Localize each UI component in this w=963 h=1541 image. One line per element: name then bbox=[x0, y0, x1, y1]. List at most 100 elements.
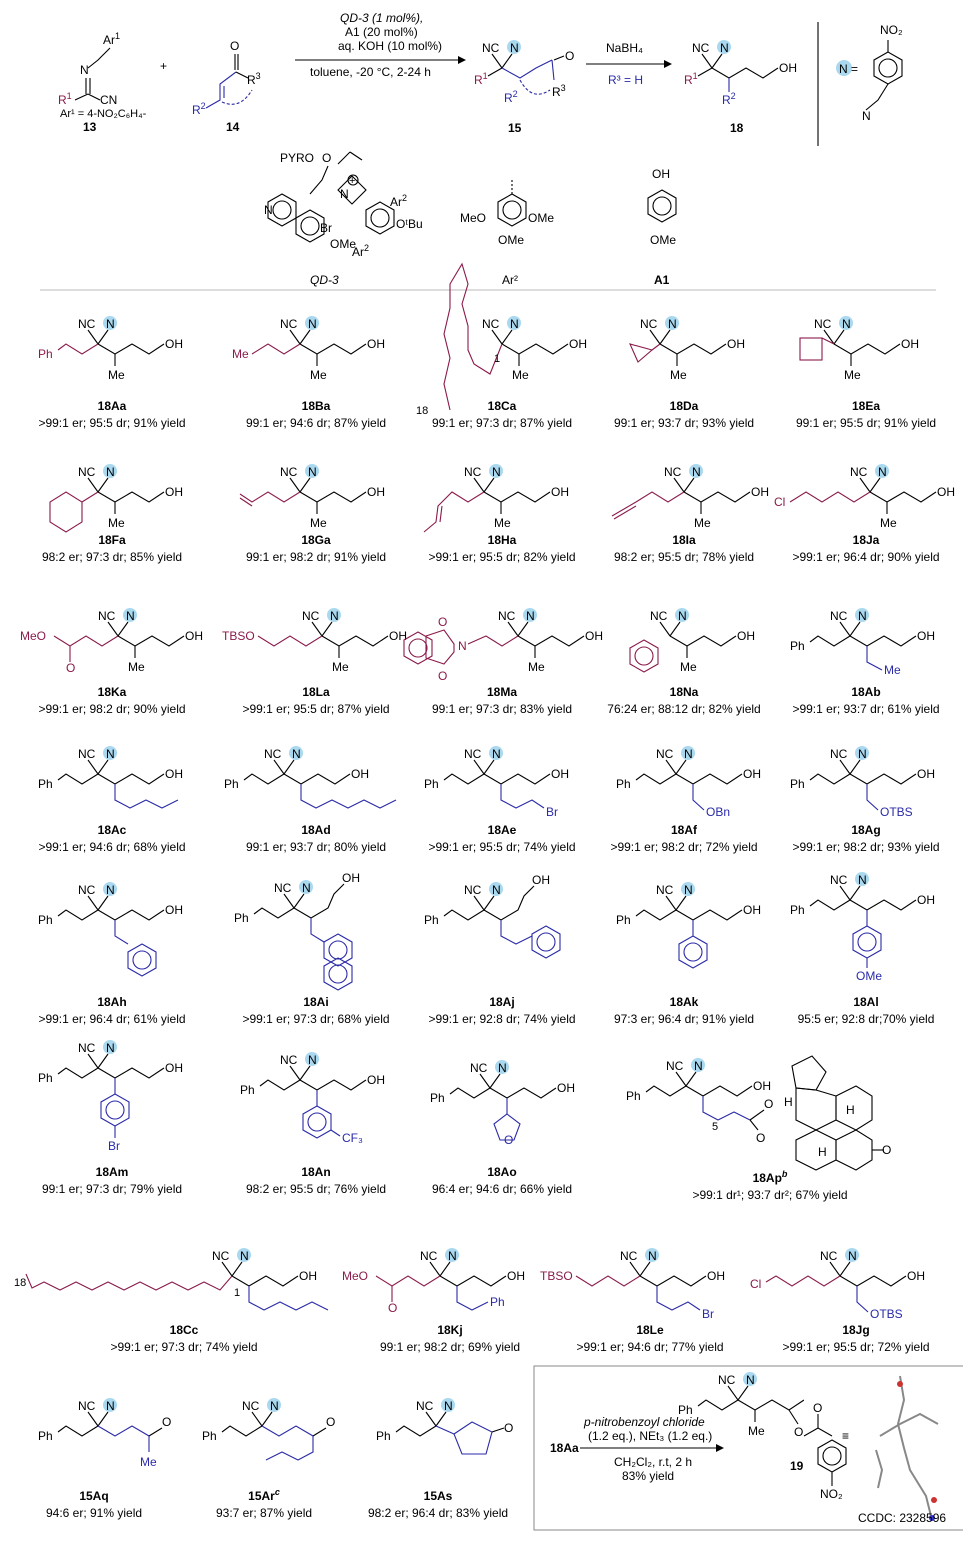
compound-id-label: 18La bbox=[302, 685, 330, 699]
svg-text:NC: NC bbox=[242, 1399, 260, 1413]
catalyst-label: QD-3 bbox=[310, 273, 339, 287]
compound-18An: Ph CF₃ bbox=[240, 1051, 386, 1145]
svg-text:Cl: Cl bbox=[750, 1277, 761, 1291]
result-text: 97:3 er; 96:4 dr; 91% yield bbox=[614, 1012, 754, 1026]
result-text: >99:1 er; 95:5 dr; 91% yield bbox=[38, 416, 185, 430]
result-text: 93:7 er; 87% yield bbox=[216, 1506, 312, 1520]
svg-text:N: N bbox=[264, 203, 273, 217]
compound-id-label: 18Ae bbox=[488, 823, 517, 837]
svg-text:Me: Me bbox=[512, 368, 529, 382]
result-text: 99:1 er; 98:2 dr; 69% yield bbox=[380, 1340, 520, 1354]
compound-18Aa: Ph Me bbox=[38, 315, 184, 382]
svg-text:Ph: Ph bbox=[38, 1429, 53, 1443]
compound-18Am: Ph Br bbox=[38, 1039, 184, 1153]
result-text: >99:1 er; 94:6 dr; 68% yield bbox=[38, 840, 185, 854]
svg-text:NaBH₄: NaBH₄ bbox=[606, 41, 643, 55]
compound-id-label: 15As bbox=[424, 1489, 453, 1503]
svg-text:OH: OH bbox=[342, 871, 360, 885]
svg-text:N: N bbox=[80, 63, 89, 77]
svg-text:Me: Me bbox=[140, 1455, 157, 1469]
results-labels: 18Aa >99:1 er; 95:5 dr; 91% yield 18Ba 99:1… bbox=[38, 399, 939, 1520]
svg-text:N: N bbox=[444, 1399, 453, 1413]
compound-id-label: 18Ca bbox=[488, 399, 517, 413]
enone-14: O R3 R2 14 bbox=[192, 39, 261, 134]
compound-15As: NC N Ph O bbox=[376, 1398, 513, 1455]
svg-text:O: O bbox=[764, 1097, 773, 1111]
svg-text:Ph: Ph bbox=[430, 1091, 445, 1105]
svg-text:18Aa: 18Aa bbox=[550, 1441, 579, 1455]
compound-18Ag: Ph OTBS bbox=[790, 745, 936, 819]
svg-text:TBSO: TBSO bbox=[540, 1269, 573, 1283]
result-text: 99:1 er; 93:7 dr; 80% yield bbox=[246, 840, 386, 854]
compound-id-label: 18Ea bbox=[852, 399, 880, 413]
svg-text:OBn: OBn bbox=[706, 805, 730, 819]
svg-text:N: N bbox=[510, 41, 519, 55]
result-text: 96:4 er; 94:6 dr; 66% yield bbox=[432, 1182, 572, 1196]
result-text: 98:2 er; 95:5 dr; 78% yield bbox=[614, 550, 754, 564]
result-text: 99:1 er; 94:6 dr; 87% yield bbox=[246, 416, 386, 430]
svg-text:OH: OH bbox=[652, 167, 670, 181]
compound-18Ab: Ph Me bbox=[790, 607, 936, 677]
reduction-arrow: NaBH₄ R³ = H bbox=[586, 41, 672, 87]
compound-18Ae: Ph Br bbox=[424, 745, 570, 819]
svg-text:Me: Me bbox=[880, 516, 897, 530]
compound-id-label: 18Jg bbox=[842, 1323, 869, 1337]
svg-text:O: O bbox=[230, 39, 239, 53]
svg-text:N: N bbox=[270, 1399, 279, 1413]
compound-id-label: 18Ah bbox=[97, 995, 126, 1009]
result-text: >99:1 er; 98:2 dr; 93% yield bbox=[792, 840, 939, 854]
result-text: 98:2 er; 95:5 dr; 76% yield bbox=[246, 1182, 386, 1196]
conditions-arrow-1: QD-3 (1 mol%), A1 (20 mol%) aq. KOH (10 … bbox=[295, 11, 466, 79]
svg-text:R2: R2 bbox=[192, 101, 206, 117]
compound-18Ja: Cl Me bbox=[774, 463, 956, 530]
compound-18Cc: 1 18 bbox=[14, 1247, 329, 1311]
svg-text:Me: Me bbox=[528, 660, 545, 674]
svg-text:R1: R1 bbox=[58, 91, 72, 107]
compound-15-label: 15 bbox=[508, 121, 522, 135]
svg-text:Me: Me bbox=[748, 1424, 765, 1438]
svg-text:Me: Me bbox=[332, 660, 349, 674]
svg-text:R2: R2 bbox=[722, 91, 736, 107]
compound-18Ia: Me bbox=[611, 463, 770, 530]
result-text: >99:1 er; 95:5 dr; 82% yield bbox=[428, 550, 575, 564]
svg-text:Ph: Ph bbox=[616, 777, 631, 791]
result-text: 99:1 er; 95:5 dr; 91% yield bbox=[796, 416, 936, 430]
svg-text:Ph: Ph bbox=[616, 913, 631, 927]
svg-text:O: O bbox=[162, 1415, 171, 1429]
compound-id-label: 18Ka bbox=[98, 685, 127, 699]
result-text: 99:1 er; 97:3 dr; 83% yield bbox=[432, 702, 572, 716]
svg-text:Me: Me bbox=[670, 368, 687, 382]
svg-text:O: O bbox=[438, 615, 447, 629]
compound-18Al: Ph OMe bbox=[790, 871, 936, 983]
svg-text:OMe: OMe bbox=[528, 211, 554, 225]
svg-text:NC: NC bbox=[416, 1399, 434, 1413]
compound-18Le: TBSO Br bbox=[540, 1247, 726, 1321]
svg-text:1: 1 bbox=[234, 1287, 240, 1299]
result-text: 99:1 er; 98:2 dr; 91% yield bbox=[246, 550, 386, 564]
compound-id-label: 15Aq bbox=[79, 1489, 108, 1503]
compound-id-label: 18An bbox=[301, 1165, 330, 1179]
compound-id-label: 18Af bbox=[671, 823, 698, 837]
svg-text:PYRO: PYRO bbox=[280, 151, 314, 165]
svg-text:Me: Me bbox=[232, 347, 249, 361]
svg-text:OMe: OMe bbox=[330, 237, 356, 251]
compound-id-label: 18Ac bbox=[98, 823, 127, 837]
result-text: 98:2 er; 96:4 dr; 83% yield bbox=[368, 1506, 508, 1520]
svg-text:O: O bbox=[813, 1401, 822, 1415]
catalyst-qd3: N PYRO O N + Br OMe OᵗBu Ar2 Ar2 QD-3 bbox=[264, 151, 423, 287]
result-text: >99:1 er; 94:6 dr; 77% yield bbox=[576, 1340, 723, 1354]
result-text: >99:1 er; 95:5 dr; 72% yield bbox=[782, 1340, 929, 1354]
compound-id-label: 18Ao bbox=[487, 1165, 516, 1179]
compound-id-label: 18Kj bbox=[437, 1323, 462, 1337]
compound-id-label: 18Aj bbox=[489, 995, 514, 1009]
compound-18Na: Me bbox=[629, 607, 756, 674]
svg-text:OTBS: OTBS bbox=[880, 805, 913, 819]
svg-text:O: O bbox=[438, 669, 447, 683]
compound-18Ac: Ph bbox=[38, 745, 184, 809]
svg-text:+: + bbox=[160, 59, 167, 73]
svg-text:19: 19 bbox=[790, 1459, 804, 1473]
svg-text:≡: ≡ bbox=[842, 1429, 849, 1443]
svg-text:CN: CN bbox=[100, 93, 117, 107]
svg-text:A1 (20 mol%): A1 (20 mol%) bbox=[345, 25, 418, 39]
svg-text:Me: Me bbox=[310, 368, 327, 382]
